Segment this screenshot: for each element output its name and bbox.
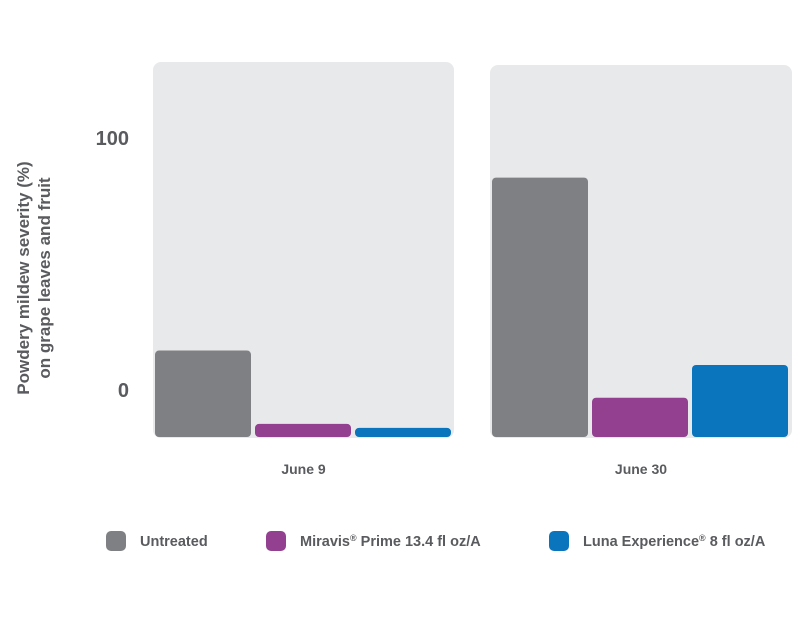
- bar-miravis-prime-13-4-fl-oz-a-june-9: [255, 423, 351, 437]
- legend-label-luna-experience: Luna Experience® 8 fl oz/A: [583, 532, 766, 550]
- x-tick-label-june-30: June 30: [615, 461, 667, 477]
- legend-item-untreated: Untreated: [106, 528, 208, 554]
- bar-luna-experience-8-fl-oz-a-june-30: [692, 364, 788, 437]
- y-axis-label-line-1: Powdery mildew severity (%): [14, 161, 33, 395]
- y-tick-label-100: 100: [96, 128, 129, 150]
- legend-item-miravis-prime: Miravis® Prime 13.4 fl oz/A: [266, 528, 481, 554]
- bar-miravis-prime-13-4-fl-oz-a-june-30: [592, 397, 688, 437]
- y-tick-label-0: 0: [118, 380, 129, 402]
- bar-untreated-june-30: [492, 177, 588, 437]
- bar-untreated-june-9: [155, 350, 251, 437]
- legend-item-luna-experience: Luna Experience® 8 fl oz/A: [549, 528, 765, 554]
- legend-swatch-untreated: [106, 531, 126, 551]
- legend-swatch-miravis-prime: [266, 531, 286, 551]
- y-axis-label: Powdery mildew severity (%) on grape lea…: [13, 161, 55, 394]
- x-tick-label-june-9: June 9: [281, 461, 326, 477]
- legend-swatch-luna-experience: [549, 531, 569, 551]
- bar-luna-experience-8-fl-oz-a-june-9: [355, 427, 451, 437]
- legend-label-untreated: Untreated: [140, 533, 208, 550]
- y-axis-label-line-2: on grape leaves and fruit: [35, 177, 54, 379]
- panel-june-9: [153, 62, 454, 438]
- legend: Untreated Miravis® Prime 13.4 fl oz/A Lu…: [0, 528, 800, 554]
- legend-label-miravis-prime: Miravis® Prime 13.4 fl oz/A: [300, 532, 481, 550]
